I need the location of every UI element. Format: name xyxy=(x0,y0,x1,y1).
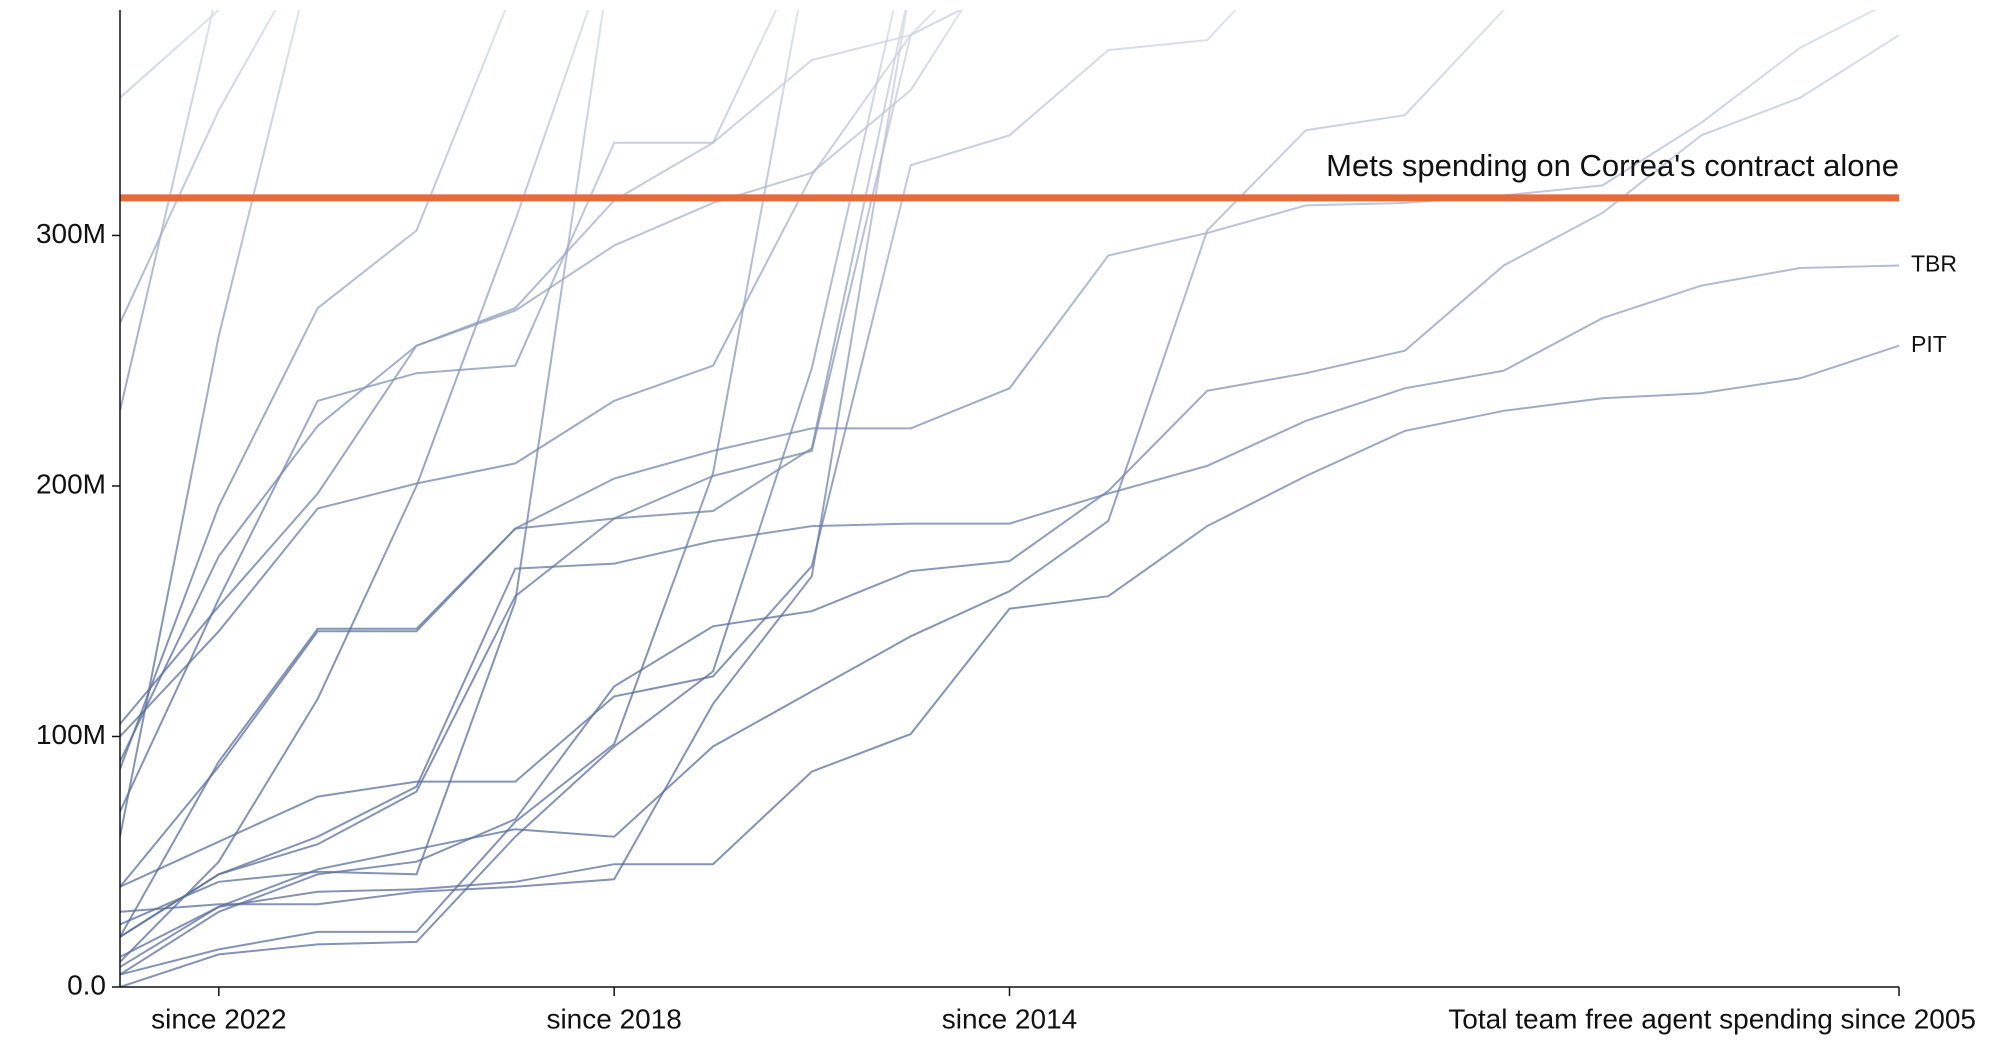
series-line xyxy=(120,10,215,412)
series-line xyxy=(120,10,507,770)
series-line xyxy=(120,10,937,725)
series-label: TBR xyxy=(1911,251,1957,277)
series-line xyxy=(120,10,963,762)
series-line xyxy=(120,10,895,988)
y-tick-label: 0.0 xyxy=(67,969,106,1000)
series-label: PIT xyxy=(1911,331,1947,357)
series-line xyxy=(120,10,778,813)
series-line xyxy=(120,10,1506,958)
x-tick-label: since 2018 xyxy=(546,1003,681,1034)
x-tick-label: since 2022 xyxy=(151,1003,286,1034)
y-tick-label: 200M xyxy=(36,468,106,499)
foreground: TBR PIT Mets spending on Correa's contract… xyxy=(36,10,1976,1034)
series-line xyxy=(120,10,605,926)
series-line xyxy=(120,10,1237,888)
series-line xyxy=(120,344,1900,968)
y-tick-label: 300M xyxy=(36,218,106,249)
series-line xyxy=(120,10,963,938)
series-line xyxy=(120,10,301,837)
y-tick-label: 100M xyxy=(36,719,106,750)
series-line xyxy=(120,10,907,888)
series-line xyxy=(120,10,963,738)
series-line xyxy=(120,34,1900,976)
series-line xyxy=(120,10,908,913)
series-line xyxy=(120,264,1900,938)
x-tick-label: Total team free agent spending since 200… xyxy=(1448,1003,1976,1034)
lines xyxy=(120,10,1900,988)
series-line xyxy=(120,10,221,99)
reference-label: Mets spending on Correa's contract alone xyxy=(1326,148,1899,183)
series-line xyxy=(120,10,800,976)
series-line xyxy=(120,10,590,963)
series-line xyxy=(120,10,1877,938)
x-tick-label: since 2014 xyxy=(942,1003,1077,1034)
